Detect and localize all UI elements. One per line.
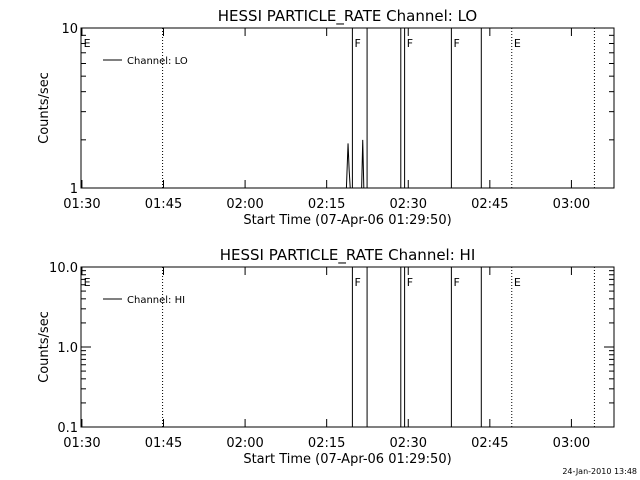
x-tick-label: 01:45 xyxy=(145,197,182,212)
x-tick-label: 01:30 xyxy=(63,197,100,212)
event-marker-f: F xyxy=(354,276,360,289)
event-marker-e: E xyxy=(84,37,91,50)
x-tick-label: 02:15 xyxy=(308,197,345,212)
chart-title: HESSI PARTICLE_RATE Channel: LO xyxy=(218,7,477,26)
chart-panel-lo: HESSI PARTICLE_RATE Channel: LO Start Tim… xyxy=(37,7,615,228)
x-tick-label: 02:15 xyxy=(308,436,345,451)
x-tick-label: 01:45 xyxy=(145,436,182,451)
y-tick-label: 10 xyxy=(61,22,78,37)
y-tick-label: 0.1 xyxy=(57,421,78,436)
x-tick-label: 02:45 xyxy=(471,197,508,212)
x-tick-label: 03:00 xyxy=(553,436,590,451)
chart-panel-hi: HESSI PARTICLE_RATE Channel: HI Start Tim… xyxy=(37,246,615,467)
y-axis-label: Counts/sec xyxy=(37,72,52,144)
event-marker-e: E xyxy=(514,276,521,289)
x-tick-label: 02:30 xyxy=(390,197,427,212)
event-marker-e: E xyxy=(514,37,521,50)
x-tick-label: 01:30 xyxy=(63,436,100,451)
x-axis-label: Start Time (07-Apr-06 01:29:50) xyxy=(243,213,451,228)
plot-timestamp: 24-Jan-2010 13:48 xyxy=(562,467,637,476)
x-tick-label: 02:30 xyxy=(390,436,427,451)
event-marker-f: F xyxy=(407,276,413,289)
plot-frame xyxy=(80,27,615,189)
event-marker-f: F xyxy=(354,37,360,50)
legend-label: Channel: LO xyxy=(127,56,188,67)
y-axis-label: Counts/sec xyxy=(37,311,52,383)
chart-title: HESSI PARTICLE_RATE Channel: HI xyxy=(220,246,476,265)
y-tick-label: 10.0 xyxy=(49,261,78,276)
event-marker-f: F xyxy=(407,37,413,50)
event-marker-e: E xyxy=(84,276,91,289)
legend-label: Channel: HI xyxy=(127,295,185,306)
x-tick-label: 02:00 xyxy=(226,436,263,451)
x-tick-label: 02:45 xyxy=(471,436,508,451)
x-tick-label: 03:00 xyxy=(553,197,590,212)
x-axis-label: Start Time (07-Apr-06 01:29:50) xyxy=(243,452,451,467)
event-marker-f: F xyxy=(453,37,459,50)
y-tick-label: 1 xyxy=(70,182,78,197)
series-line xyxy=(345,139,365,189)
x-tick-label: 02:00 xyxy=(226,197,263,212)
event-marker-f: F xyxy=(453,276,459,289)
y-tick-label: 1.0 xyxy=(57,341,78,356)
